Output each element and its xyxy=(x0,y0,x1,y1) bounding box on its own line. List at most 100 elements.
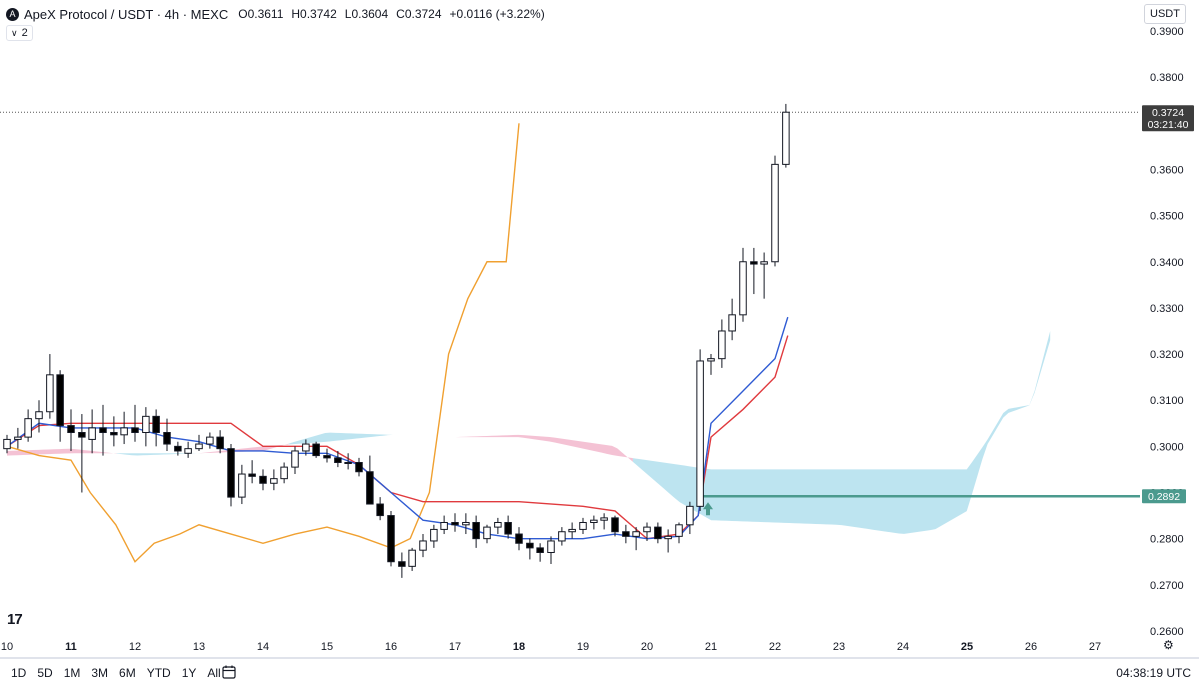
candle xyxy=(771,155,779,267)
candle xyxy=(750,247,758,295)
low-label: L xyxy=(344,7,352,21)
candle xyxy=(547,536,555,565)
candle xyxy=(622,524,630,544)
candle xyxy=(462,513,470,535)
candle-body xyxy=(515,533,523,544)
candle-body xyxy=(664,535,672,540)
candle xyxy=(88,409,96,454)
range-1m[interactable]: 1M xyxy=(63,666,81,680)
y-tick-label: 0.3000 xyxy=(1150,441,1184,453)
candle-body xyxy=(419,540,427,551)
range-1d[interactable]: 1D xyxy=(11,666,27,680)
candle-body xyxy=(611,517,619,533)
x-tick-label: 19 xyxy=(577,641,589,653)
range-3m[interactable]: 3M xyxy=(91,666,109,680)
candle xyxy=(526,538,534,560)
candle xyxy=(323,448,331,463)
candle-body xyxy=(675,524,683,537)
currency-button[interactable]: USDT xyxy=(1144,4,1186,24)
candle-body xyxy=(312,443,320,457)
candle xyxy=(184,441,192,458)
candle-body xyxy=(536,547,544,553)
range-1y[interactable]: 1Y xyxy=(181,666,197,680)
candle-body xyxy=(483,526,491,540)
candle-body xyxy=(707,358,715,362)
candle-body xyxy=(216,436,224,450)
x-tick-label: 18 xyxy=(513,641,525,653)
bar-countdown: 03:21:40 xyxy=(1148,119,1189,131)
candle xyxy=(707,354,715,375)
candle-body xyxy=(632,531,640,537)
level-price-tag: 0.2892 xyxy=(1142,489,1186,504)
candle-body xyxy=(451,521,459,526)
tradingview-logo-icon[interactable]: 17 xyxy=(7,611,23,628)
range-all[interactable]: All xyxy=(207,666,221,680)
candle xyxy=(35,400,43,433)
x-tick-label: 10 xyxy=(1,641,13,653)
y-tick-label: 0.2800 xyxy=(1150,534,1184,546)
candle xyxy=(451,513,459,532)
candle xyxy=(99,404,107,456)
candle xyxy=(366,455,374,505)
candle xyxy=(782,103,790,168)
utc-clock[interactable]: 04:38:19 UTC xyxy=(1116,666,1191,680)
close-label: C xyxy=(396,7,405,21)
x-tick-label: 11 xyxy=(65,641,77,653)
candle xyxy=(24,409,32,442)
low-value: 0.3604 xyxy=(351,7,389,21)
candle xyxy=(728,298,736,341)
candle-body xyxy=(728,314,736,332)
candle xyxy=(430,524,438,548)
candle xyxy=(312,441,320,458)
candle xyxy=(302,439,310,456)
indicators-toggle[interactable]: ∨ 2 xyxy=(6,25,33,41)
candle-body xyxy=(46,374,54,413)
candle xyxy=(739,247,747,322)
range-5d[interactable]: 5D xyxy=(37,666,53,680)
candle-body xyxy=(163,432,171,445)
candle xyxy=(387,510,395,567)
range-6m[interactable]: 6M xyxy=(119,666,136,680)
candle xyxy=(152,409,160,447)
x-tick-label: 24 xyxy=(897,641,909,653)
chevron-down-icon: ∨ xyxy=(11,27,18,38)
candle-body xyxy=(323,455,331,459)
candle xyxy=(280,462,288,484)
candle xyxy=(259,469,267,491)
change-value: +0.0116 (+3.22%) xyxy=(449,7,545,21)
candle xyxy=(398,552,406,578)
candle xyxy=(515,527,523,551)
candle-body xyxy=(696,360,704,507)
y-tick-label: 0.3600 xyxy=(1150,164,1184,176)
candle-body xyxy=(120,427,128,436)
candle-body xyxy=(504,521,512,535)
candle-body xyxy=(398,561,406,567)
indicator-count: 2 xyxy=(21,27,28,39)
candle xyxy=(67,409,75,451)
y-tick-label: 0.2700 xyxy=(1150,580,1184,592)
settings-gear-icon[interactable]: ⚙ xyxy=(1163,638,1174,652)
range-ytd[interactable]: YTD xyxy=(146,666,171,680)
calendar-goto-icon[interactable] xyxy=(222,665,236,679)
candle xyxy=(46,354,54,419)
candle-body xyxy=(558,531,566,542)
candle xyxy=(3,434,11,454)
candle xyxy=(248,460,256,484)
candle xyxy=(611,515,619,537)
candle xyxy=(163,418,171,451)
candle-body xyxy=(302,443,310,452)
candle-body xyxy=(344,462,352,465)
candle-body xyxy=(494,521,502,528)
candle-body xyxy=(590,519,598,523)
candle-body xyxy=(600,517,608,521)
candle-body xyxy=(3,438,11,450)
candle-body xyxy=(110,432,118,436)
y-tick-label: 0.3400 xyxy=(1150,257,1184,269)
symbol-title[interactable]: ApeX Protocol / USDT · 4h · MEXC xyxy=(24,6,229,22)
lagging-span-line xyxy=(6,123,520,563)
candle-body xyxy=(472,521,480,540)
candle-body xyxy=(355,462,363,473)
candle xyxy=(600,513,608,530)
